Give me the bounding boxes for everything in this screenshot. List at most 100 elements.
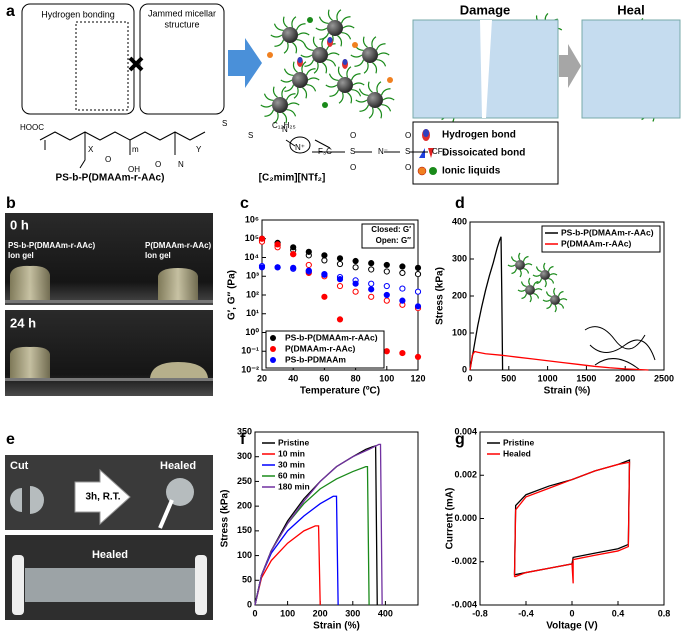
structure-label: S — [405, 147, 410, 156]
legend-marker — [270, 346, 276, 352]
hbond-icon — [423, 129, 429, 137]
y-axis-label: G′, G″ (Pa) — [227, 270, 238, 320]
legend-label: P(DMAAm-r-AAc) — [285, 343, 356, 353]
data-point — [383, 268, 390, 275]
micelle-arm — [327, 52, 340, 56]
y-tick-label: 300 — [452, 253, 467, 263]
panel-label: c — [240, 195, 249, 212]
y-tick-label: 10² — [246, 289, 259, 299]
y-tick-label: 100 — [237, 550, 252, 560]
micelle-arm — [292, 42, 298, 54]
micelle-arm — [376, 59, 387, 67]
x-tick-label: 120 — [410, 373, 425, 383]
micelle-arm — [375, 43, 386, 51]
micelle-arm — [548, 277, 555, 284]
y-tick-label: 10⁻² — [241, 364, 259, 374]
x-tick-label: 40 — [288, 373, 298, 383]
data-line — [513, 459, 631, 576]
data-point — [274, 241, 281, 248]
data-point — [368, 280, 375, 287]
y-tick-label: 10⁶ — [245, 214, 259, 224]
y-tick-label: 250 — [237, 476, 252, 486]
micelle-core — [312, 47, 328, 63]
micelle-arm — [358, 88, 369, 96]
micelle-arm — [544, 279, 547, 288]
micelle-arm — [337, 66, 343, 78]
x-tick-label: 80 — [351, 373, 361, 383]
micelle-arm — [264, 109, 275, 117]
micelle-arm — [295, 23, 306, 31]
x-tick-label: 400 — [378, 608, 393, 618]
micelle-arm — [557, 290, 564, 297]
micelle-arm — [337, 35, 343, 47]
data-line — [513, 461, 631, 584]
gel-label: PS-b-P(DMAAm-r-AAc) — [8, 241, 95, 250]
micelle-arm — [338, 92, 344, 104]
hbond — [342, 59, 348, 65]
micelle-arm — [545, 291, 552, 298]
micelle-arm — [532, 274, 541, 277]
x-axis-label: Temperature (ºC) — [300, 386, 380, 397]
data-line — [254, 525, 321, 606]
micelle-arm — [377, 52, 390, 56]
micelle-arm — [346, 66, 352, 78]
legend-label: 10 min — [278, 448, 305, 458]
hbond-box — [21, 3, 135, 115]
ion-icon — [429, 167, 437, 175]
data-point — [258, 264, 266, 271]
micelle-arm — [351, 89, 362, 97]
clamp — [12, 555, 24, 615]
micelle-arm — [313, 62, 319, 74]
micelle-arm — [260, 104, 273, 108]
photo-label: Healed — [160, 460, 196, 472]
micelle-arm — [507, 264, 516, 267]
cross — [128, 56, 144, 72]
micelle-arm — [291, 16, 297, 28]
ion — [307, 17, 313, 23]
data-point — [383, 282, 390, 290]
data-point — [274, 264, 281, 271]
x-tick-label: 1000 — [538, 373, 558, 383]
micelle-arm — [318, 16, 329, 24]
structure-label: OH — [128, 165, 140, 174]
y-tick-label: 100 — [452, 327, 467, 337]
micelle-arm — [341, 32, 352, 40]
imidazolium-ring — [289, 136, 311, 154]
polymer-name: PS-b-P(DMAAm-r-AAc) — [56, 173, 165, 184]
micelle-arm — [559, 298, 568, 301]
micelle-arm — [281, 86, 287, 98]
data-point — [352, 257, 359, 265]
legend-label: Pristine — [278, 437, 309, 447]
gel — [150, 362, 208, 378]
micelle-arm — [306, 84, 317, 92]
x-axis-label: Strain (%) — [544, 386, 591, 397]
x-tick-label: 20 — [257, 373, 267, 383]
x-tick-label: 0.8 — [658, 608, 671, 618]
micelle-arm — [377, 107, 383, 119]
structure-label: S — [248, 131, 253, 140]
micelle-arm — [554, 304, 557, 313]
data-line — [254, 443, 383, 606]
micelle-arm — [274, 39, 285, 47]
x-axis-label: Voltage (V) — [546, 621, 597, 632]
y-tick-label: 0 — [462, 364, 467, 374]
micelle-arm — [312, 36, 318, 48]
data-point — [414, 271, 422, 278]
arrow — [74, 468, 131, 526]
micelle-arm — [284, 84, 295, 92]
y-tick-label: 0.004 — [454, 426, 477, 436]
micelle-arm — [326, 59, 337, 67]
plot-frame — [254, 431, 419, 606]
x-tick-label: 1500 — [576, 373, 596, 383]
micelle-arm — [363, 62, 369, 74]
hbond — [297, 57, 303, 63]
gel-piece — [30, 486, 45, 514]
micelle-arm — [549, 273, 558, 276]
data-point — [368, 286, 375, 293]
hbond-zoom — [75, 21, 129, 111]
micelle-arm — [523, 267, 530, 274]
time-label: 0 h — [10, 217, 29, 232]
heal-title: Heal — [617, 2, 644, 17]
annotation-box — [361, 223, 415, 249]
